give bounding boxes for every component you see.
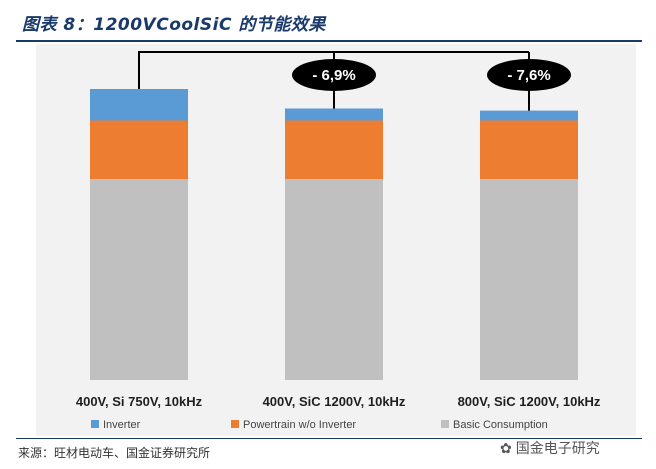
connector-line [138,51,529,89]
legend: Inverter Powertrain w/o Inverter Basic Con… [91,419,548,431]
legend-swatch-basic [441,420,449,428]
bar-powertrain-3 [480,120,578,179]
legend-swatch-powertrain [231,420,239,428]
bar-basic-3 [480,179,578,380]
annotation-group: - 6,9% - 7,6% [292,59,571,91]
watermark: ✿ 国金电子研究 [500,438,600,458]
legend-label-inverter: Inverter [103,419,141,431]
stacked-bar-chart: - 6,9% - 7,6% 400V, Si 750V, 10kHz 400V, S… [36,44,636,436]
title-rule [16,40,642,42]
x-tick-label-2: 400V, SiC 1200V, 10kHz [263,394,406,409]
source-note: 来源：旺材电动车、国金证券研究所 [18,446,211,460]
x-tick-label-3: 800V, SiC 1200V, 10kHz [458,394,601,409]
bar-inverter-3 [480,110,578,121]
annotation-bubble-2 [292,59,376,91]
bar-basic-1 [90,179,188,380]
legend-label-basic: Basic Consumption [453,419,548,431]
bar-inverter-2 [285,108,383,121]
bar-powertrain-2 [285,120,383,179]
bar-group [90,89,578,380]
wechat-icon: ✿ [500,441,512,457]
x-tick-label-1: 400V, Si 750V, 10kHz [76,394,203,409]
legend-swatch-inverter [91,420,99,428]
bar-basic-2 [285,179,383,380]
x-axis-labels: 400V, Si 750V, 10kHz 400V, SiC 1200V, 10k… [76,394,601,409]
figure-title: 图表 8：1200VCoolSiC 的节能效果 [22,15,326,35]
annotation-label-2: - 6,9% [312,67,355,84]
bar-inverter-1 [90,89,188,121]
annotation-label-3: - 7,6% [507,67,550,84]
footer-rule [16,438,642,439]
bar-powertrain-1 [90,120,188,179]
legend-label-powertrain: Powertrain w/o Inverter [243,419,356,431]
watermark-text: 国金电子研究 [515,441,600,457]
annotation-bubble-3 [487,59,571,91]
